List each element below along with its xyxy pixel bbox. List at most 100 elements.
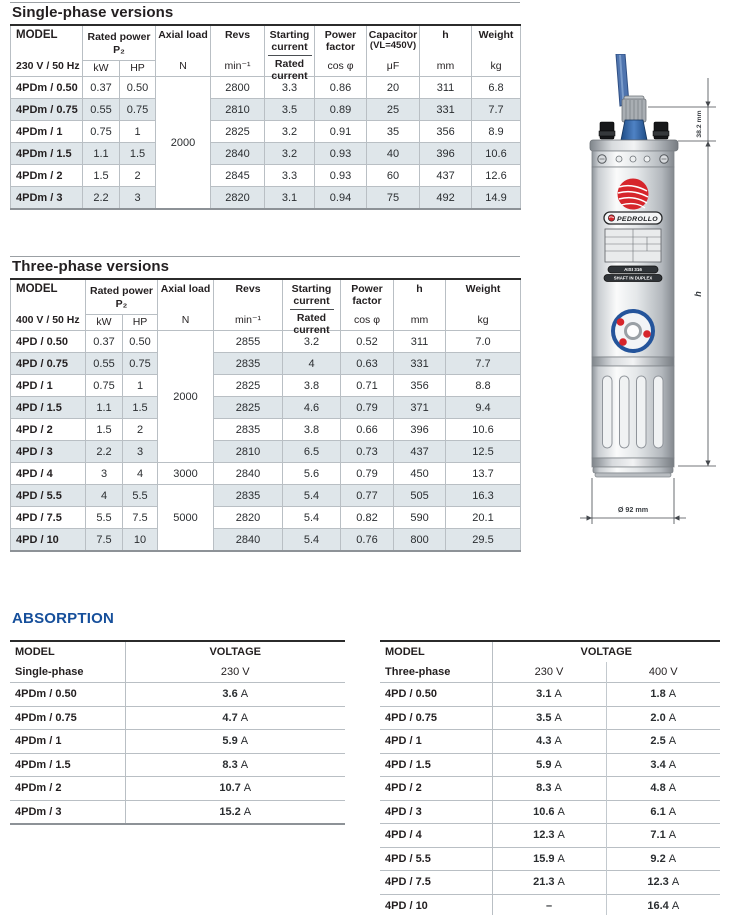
three-phase-title: Three-phase versions	[10, 256, 520, 278]
h-cell: 437	[393, 440, 447, 463]
voltage-frequency-label: 400 V / 50 Hz	[16, 314, 80, 327]
cos-cell: 0.63	[340, 352, 395, 375]
kg-cell: 12.5	[445, 440, 522, 463]
hp-cell: 0.50	[118, 76, 157, 99]
current-cell: 7.1 A	[605, 823, 721, 847]
h-cell: 371	[393, 396, 447, 419]
table-row: 4PD / 4 3 4 3000 2840 5.6 0.79 450 13.7	[10, 462, 522, 485]
current-cell: 4.7 A	[124, 705, 345, 730]
table-row: 4PD / 0.75 3.5 A 2.0 A	[380, 705, 721, 730]
model-cell: 4PD / 1.5	[380, 752, 492, 777]
h-cell: 450	[393, 462, 447, 485]
current-cell: 2.0 A	[605, 705, 721, 730]
hp-cell: 2	[118, 164, 157, 187]
current-cell: 15.9 A	[491, 846, 606, 871]
current-cell: 1.8 A	[605, 682, 721, 706]
start-cell: 5.4	[282, 484, 342, 507]
current-cell: 9.2 A	[605, 846, 721, 871]
revs-cell: 2800	[210, 76, 266, 99]
revs-cell: 2835	[213, 484, 284, 507]
h-cell: 311	[393, 330, 447, 353]
table-row: 4PDm / 1 5.9 A	[10, 729, 345, 753]
power-cable-icon	[615, 54, 630, 107]
revs-cell: 2820	[210, 186, 266, 210]
start-cell: 3.8	[282, 418, 342, 441]
model-cell: 4PD / 2	[380, 776, 492, 800]
model-cell: 4PD / 7.5	[10, 506, 86, 529]
h-cell: 492	[419, 186, 473, 210]
uf-cell: 40	[366, 142, 421, 165]
terminal-studs-icon	[598, 121, 670, 140]
hp-cell: 5.5	[121, 484, 159, 507]
model-cell: 4PDm / 1	[10, 729, 125, 753]
abs-phase-label: Three-phase	[385, 666, 451, 678]
table-row: 4PD / 0.75 0.55 0.75 2835 4 0.63 331 7.7	[10, 352, 522, 375]
table-row: 4PD / 10 7.5 10 2840 5.4 0.76 800 29.5	[10, 528, 522, 552]
model-cell: 4PD / 10	[380, 893, 492, 915]
model-cell: 4PDm / 0.75	[10, 98, 83, 121]
h-cell: 356	[419, 120, 473, 143]
current-cell: 5.9 A	[491, 752, 606, 777]
revs-cell: 2855	[213, 330, 284, 353]
diameter-dimension: Ø 92 mm	[618, 505, 648, 514]
abs-model-header: MODEL	[385, 646, 425, 658]
cos-cell: 0.73	[340, 440, 395, 463]
table-row: 4PDm / 3 15.2 A	[10, 799, 345, 824]
table-row: 4PD / 3 2.2 3 2810 6.5 0.73 437 12.5	[10, 440, 522, 463]
revs-header: Revs min⁻¹	[210, 24, 266, 77]
voltage-frequency-label: 230 V / 50 Hz	[16, 60, 80, 73]
kw-cell: 0.75	[85, 374, 123, 397]
hp-cell: 3	[118, 186, 157, 210]
start-cell: 5.4	[282, 506, 342, 529]
start-cell: 3.5	[264, 98, 316, 121]
model-cell: 4PD / 4	[380, 823, 492, 847]
cos-cell: 0.93	[314, 164, 368, 187]
start-cell: 5.4	[282, 528, 342, 552]
kw-cell: 0.55	[85, 352, 123, 375]
current-cell: 6.1 A	[605, 799, 721, 824]
current-cell: 2.5 A	[605, 729, 721, 753]
h-cell: 356	[393, 374, 447, 397]
starting-current-header: Starting current Rated current	[282, 278, 342, 336]
hp-cell: 0.50	[121, 330, 159, 353]
hp-cell: 10	[121, 528, 159, 552]
table-row: 4PD / 0.50 3.1 A 1.8 A	[380, 682, 721, 706]
cos-cell: 0.79	[340, 396, 395, 419]
brand-text: PEDROLLO	[617, 216, 658, 223]
cos-cell: 0.94	[314, 186, 368, 210]
power-factor-header: Power factor cos φ	[340, 278, 395, 331]
brand-label: PEDROLLO	[603, 211, 663, 225]
cos-cell: 0.82	[340, 506, 395, 529]
h-cell: 800	[393, 528, 447, 552]
kw-cell: 2.2	[82, 186, 120, 210]
hp-cell: 7.5	[121, 506, 159, 529]
model-cell: 4PDm / 0.50	[10, 682, 125, 706]
current-cell: 8.3 A	[491, 776, 606, 800]
model-cell: 4PDm / 0.50	[10, 76, 83, 99]
start-cell: 6.5	[282, 440, 342, 463]
start-cell: 3.3	[264, 164, 316, 187]
kg-cell: 14.9	[471, 186, 522, 210]
axial-load-value: 3000	[157, 462, 215, 485]
model-cell: 4PDm / 1.5	[10, 142, 83, 165]
model-cell: 4PD / 1.5	[10, 396, 86, 419]
kg-cell: 6.8	[471, 76, 522, 99]
kg-cell: 8.8	[445, 374, 522, 397]
h-cell: 505	[393, 484, 447, 507]
start-cell: 3.2	[264, 142, 316, 165]
start-cell: 4	[282, 352, 342, 375]
revs-cell: 2825	[213, 374, 284, 397]
uf-cell: 25	[366, 98, 421, 121]
cos-cell: 0.71	[340, 374, 395, 397]
rated-power-header: Rated power P₂	[81, 24, 157, 61]
axial-load-value: 5000	[157, 484, 215, 552]
single-phase-title: Single-phase versions	[10, 2, 520, 24]
cos-cell: 0.89	[314, 98, 368, 121]
model-cell: 4PDm / 2	[10, 776, 125, 800]
table-row: 4PD / 1.5 1.1 1.5 2825 4.6 0.79 371 9.4	[10, 396, 522, 419]
model-cell: 4PDm / 3	[10, 186, 83, 210]
revs-cell: 2825	[210, 120, 266, 143]
kw-cell: 1.1	[82, 142, 120, 165]
cos-cell: 0.79	[340, 462, 395, 485]
